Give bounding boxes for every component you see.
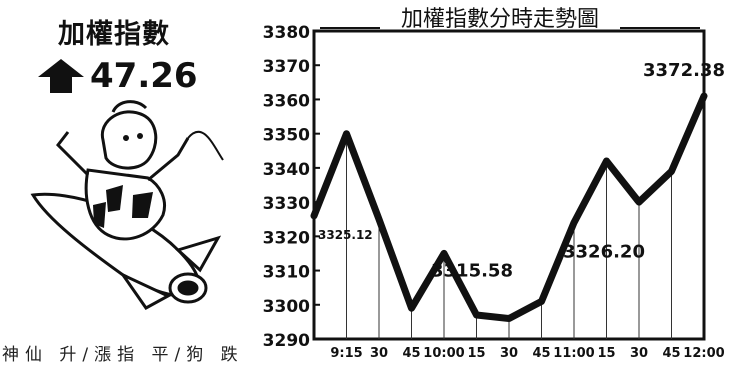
x-tick-label: 12:00 (683, 346, 724, 361)
data-point (344, 131, 349, 136)
y-tick-label: 3310 (263, 263, 310, 283)
y-tick-label: 3290 (263, 331, 310, 351)
up-arrow-icon (38, 59, 84, 93)
x-tick-label: 15 (597, 346, 615, 361)
index-change: 47.26 (38, 56, 198, 96)
y-tick-label: 3320 (263, 228, 310, 248)
y-tick-label: 3350 (263, 126, 310, 146)
data-point (377, 217, 381, 222)
data-point (702, 94, 706, 99)
change-value: 47.26 (90, 56, 198, 96)
data-point (442, 251, 446, 256)
data-label: 3325.12 (318, 228, 373, 242)
x-tick-label: 9:15 (330, 346, 362, 361)
y-tick-label: 3340 (263, 160, 310, 180)
data-label: 3372.38 (643, 60, 725, 81)
x-tick-label: 30 (630, 346, 648, 361)
data-point (604, 159, 609, 164)
bottom-caption: 神仙 升/漲指 平/狗 跌 (2, 345, 244, 365)
x-tick-label: 15 (467, 346, 485, 361)
data-point (474, 313, 479, 318)
data-point (312, 213, 316, 218)
data-point (507, 316, 511, 321)
x-tick-label: 45 (402, 346, 420, 361)
index-title: 加權指數 (58, 19, 170, 50)
y-tick-label: 3330 (263, 194, 310, 214)
mascot-illustration (30, 100, 224, 310)
y-tick-label: 3380 (263, 23, 310, 43)
data-point (637, 200, 641, 205)
x-tick-label: 45 (532, 346, 550, 361)
x-tick-label: 30 (370, 346, 388, 361)
x-tick-label: 45 (662, 346, 680, 361)
y-tick-label: 3370 (263, 57, 310, 77)
x-tick-label: 11:00 (553, 346, 594, 361)
data-label: 3315.58 (431, 260, 513, 281)
data-point (669, 169, 674, 174)
data-point (409, 306, 414, 311)
y-tick-label: 3360 (263, 91, 310, 111)
data-point (572, 220, 576, 225)
data-point (539, 299, 544, 304)
y-tick-label: 3300 (263, 297, 310, 317)
x-tick-label: 10:00 (423, 346, 464, 361)
x-tick-label: 30 (500, 346, 518, 361)
chart-title: 加權指數分時走勢圖 (401, 7, 599, 32)
data-label: 3326.20 (563, 242, 645, 263)
